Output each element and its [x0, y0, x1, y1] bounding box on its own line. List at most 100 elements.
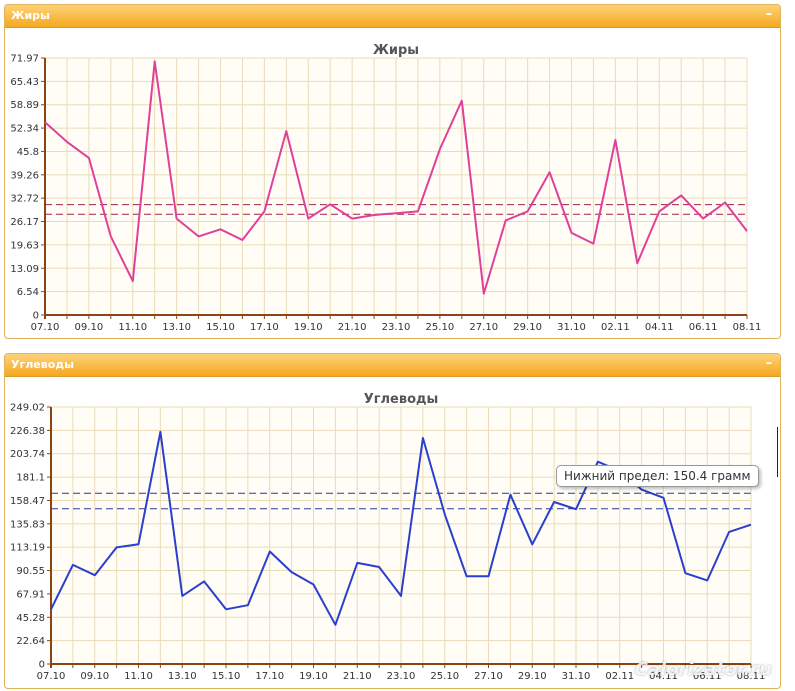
data-point[interactable]: [416, 209, 420, 213]
data-point[interactable]: [482, 292, 486, 296]
data-point[interactable]: [224, 607, 228, 611]
data-point[interactable]: [640, 488, 644, 492]
data-point[interactable]: [552, 500, 556, 504]
data-point[interactable]: [377, 565, 381, 569]
data-point[interactable]: [71, 563, 75, 567]
data-point[interactable]: [530, 542, 534, 546]
y-tick-label: 113.19: [10, 543, 45, 554]
carbs-chart: Углеводы 0 22.64 45.28 67.91 90.55 113.19 135.8…: [10, 392, 766, 682]
x-tick-label: 27.10: [469, 322, 498, 333]
data-point[interactable]: [372, 213, 376, 217]
x-tick-label: 07.10: [37, 671, 66, 682]
data-point[interactable]: [219, 227, 223, 231]
y-tick-label: 226.38: [10, 426, 45, 437]
data-point[interactable]: [240, 238, 244, 242]
data-point[interactable]: [504, 218, 508, 222]
data-point[interactable]: [662, 496, 666, 500]
data-point[interactable]: [131, 279, 135, 283]
data-point[interactable]: [596, 460, 600, 464]
data-point[interactable]: [115, 545, 119, 549]
x-tick-label: 23.10: [382, 322, 411, 333]
data-point[interactable]: [657, 209, 661, 213]
y-tick-label: 32.72: [10, 194, 39, 205]
data-point[interactable]: [570, 231, 574, 235]
data-point[interactable]: [701, 217, 705, 221]
data-point[interactable]: [394, 211, 398, 215]
data-point[interactable]: [180, 594, 184, 598]
data-point[interactable]: [683, 571, 687, 575]
x-tick-label: 08.11: [737, 671, 766, 682]
data-point[interactable]: [465, 574, 469, 578]
data-point[interactable]: [635, 261, 639, 265]
y-tick-label: 71.97: [10, 54, 39, 65]
data-point[interactable]: [438, 147, 442, 151]
x-tick-label: 11.10: [124, 671, 153, 682]
data-point[interactable]: [328, 202, 332, 206]
data-point[interactable]: [87, 156, 91, 160]
data-point[interactable]: [613, 138, 617, 142]
data-point[interactable]: [399, 594, 403, 598]
x-tick-label: 09.10: [80, 671, 109, 682]
data-point[interactable]: [65, 140, 69, 144]
collapse-icon[interactable]: –: [765, 356, 773, 371]
x-tick-label: 15.10: [206, 322, 235, 333]
data-point[interactable]: [109, 234, 113, 238]
x-tick-label: 29.10: [518, 671, 547, 682]
data-point[interactable]: [268, 550, 272, 554]
data-point[interactable]: [49, 607, 53, 611]
data-point[interactable]: [158, 430, 162, 434]
x-tick-label: 25.10: [426, 322, 455, 333]
carbs-panel-header[interactable]: Углеводы –: [5, 354, 780, 377]
data-point[interactable]: [723, 201, 727, 205]
data-point[interactable]: [290, 570, 294, 574]
y-tick-label: 249.02: [10, 403, 45, 414]
carbs-panel: Углеводы – Углеводы 0 22.64 45.28 67.91 90.55…: [4, 353, 781, 689]
x-tick-label: 06.11: [689, 322, 718, 333]
fat-panel-header[interactable]: Жиры –: [5, 5, 780, 28]
x-tick-label: 19.10: [299, 671, 328, 682]
data-point[interactable]: [705, 578, 709, 582]
data-point[interactable]: [508, 493, 512, 497]
data-point[interactable]: [153, 59, 157, 63]
data-point[interactable]: [749, 523, 753, 527]
data-point[interactable]: [727, 530, 731, 534]
x-tick-label: 17.10: [255, 671, 284, 682]
data-point[interactable]: [306, 217, 310, 221]
collapse-icon[interactable]: –: [765, 7, 773, 22]
data-point[interactable]: [284, 129, 288, 133]
y-tick-label: 22.64: [16, 636, 45, 647]
chart-title: Углеводы: [364, 392, 439, 407]
x-tick-label: 04.11: [649, 671, 678, 682]
y-tick-label: 19.63: [10, 240, 39, 251]
data-point[interactable]: [745, 229, 749, 233]
data-point[interactable]: [460, 99, 464, 103]
data-point[interactable]: [443, 512, 447, 516]
data-point[interactable]: [350, 217, 354, 221]
data-point[interactable]: [548, 170, 552, 174]
data-point[interactable]: [202, 579, 206, 583]
data-point[interactable]: [312, 583, 316, 587]
y-tick-label: 52.34: [10, 124, 39, 135]
data-point[interactable]: [591, 242, 595, 246]
data-point[interactable]: [43, 120, 47, 124]
x-tick-label: 15.10: [212, 671, 241, 682]
data-point[interactable]: [526, 209, 530, 213]
data-point[interactable]: [679, 193, 683, 197]
data-point[interactable]: [93, 573, 97, 577]
x-tick-label: 23.10: [387, 671, 416, 682]
data-point[interactable]: [333, 623, 337, 627]
data-point[interactable]: [487, 574, 491, 578]
data-point[interactable]: [246, 603, 250, 607]
data-point[interactable]: [262, 209, 266, 213]
data-point[interactable]: [137, 542, 141, 546]
x-tick-label: 09.10: [75, 322, 104, 333]
x-tick-label: 25.10: [430, 671, 459, 682]
x-tick-label: 13.10: [162, 322, 191, 333]
x-tick-label: 02.11: [605, 671, 634, 682]
data-point[interactable]: [421, 436, 425, 440]
data-point[interactable]: [197, 234, 201, 238]
data-point[interactable]: [574, 507, 578, 511]
chart-title: Жиры: [373, 43, 419, 58]
data-point[interactable]: [175, 217, 179, 221]
data-point[interactable]: [355, 561, 359, 565]
